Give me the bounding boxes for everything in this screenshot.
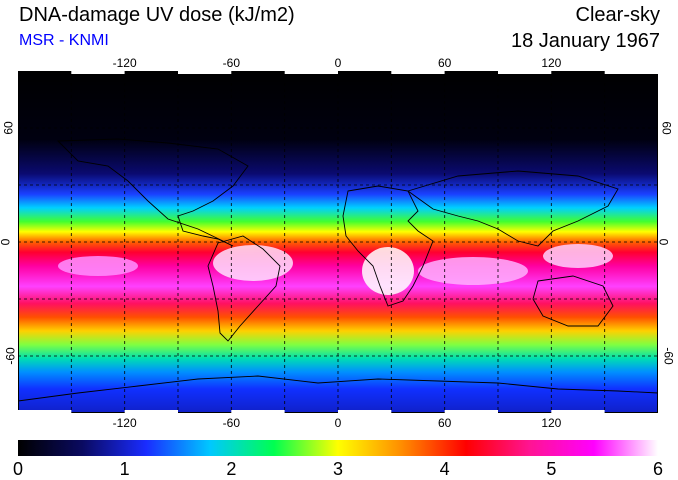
colorbar-tick-label: 6 xyxy=(652,459,664,479)
longitude-label: 60 xyxy=(437,416,452,430)
latitude-label: 60 xyxy=(1,121,16,135)
longitude-label: 120 xyxy=(541,56,562,70)
map-svg xyxy=(18,71,658,413)
longitude-label: -120 xyxy=(112,56,137,70)
coastlines xyxy=(18,138,658,402)
chart-title: DNA-damage UV dose (kJ/m2) xyxy=(19,4,295,26)
longitude-label: 0 xyxy=(334,416,342,430)
latitude-label: -60 xyxy=(3,347,18,365)
longitude-label: 60 xyxy=(437,56,452,70)
longitude-label: 0 xyxy=(334,56,342,70)
latitude-label: -60 xyxy=(661,347,676,365)
colorbar-tick-label: 1 xyxy=(119,459,130,479)
latitude-label: 60 xyxy=(659,121,674,135)
latitude-label: 0 xyxy=(0,239,12,246)
latitude-label: 0 xyxy=(656,238,671,246)
longitude-label: -60 xyxy=(222,56,240,70)
colorbar-tick-label: 5 xyxy=(546,459,557,479)
date-label: 18 January 1967 xyxy=(510,30,660,52)
source-label: MSR - KNMI xyxy=(19,32,109,49)
colorbar-tick-label: 2 xyxy=(226,459,237,479)
colorbar-tick-label: 0 xyxy=(12,459,24,479)
map-border xyxy=(18,71,658,413)
colorbar-tick-label: 3 xyxy=(332,459,344,479)
longitude-label: -120 xyxy=(112,416,137,430)
longitude-label: 120 xyxy=(541,416,562,430)
colorbar-tick-label: 4 xyxy=(439,459,450,479)
high-dose-patches xyxy=(58,244,613,295)
longitude-label: -60 xyxy=(222,416,240,430)
uv-dose-map xyxy=(18,71,658,413)
colorbar-svg xyxy=(18,440,658,456)
colorbar-gradient xyxy=(18,440,658,456)
graticule xyxy=(18,71,658,413)
colorbar xyxy=(18,440,658,456)
sky-condition-label: Clear-sky xyxy=(575,4,660,26)
